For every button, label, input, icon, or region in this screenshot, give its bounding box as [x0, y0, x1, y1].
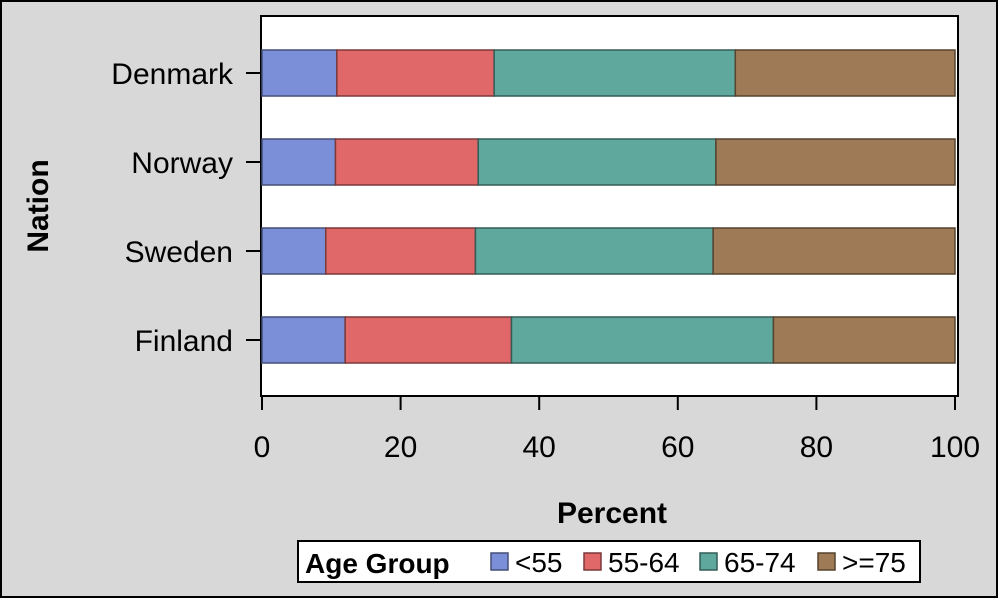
- y-tick-label: Sweden: [125, 236, 233, 269]
- bar-segment: [261, 138, 337, 186]
- x-tick-label: 80: [800, 431, 833, 464]
- bar-segment: [261, 316, 346, 364]
- x-tick-label: 0: [254, 431, 271, 464]
- x-axis-title: Percent: [557, 497, 667, 530]
- bar-segment: [477, 138, 717, 186]
- legend-label: >=75: [842, 547, 906, 578]
- legend-box: [297, 540, 921, 583]
- y-axis: Denmark Norway Sweden Finland: [111, 58, 261, 358]
- legend-swatch: [583, 552, 602, 571]
- legend-label: <55: [515, 547, 563, 578]
- legend: Age Group <55 55-64 65-74 >=75: [297, 540, 921, 583]
- bar-segment: [334, 138, 479, 186]
- legend-items: <55 55-64 65-74 >=75: [490, 547, 906, 578]
- bar-segment: [261, 49, 338, 97]
- legend-swatch: [817, 552, 836, 571]
- x-tick-label: 20: [384, 431, 417, 464]
- legend-title: Age Group: [305, 548, 450, 579]
- y-tick-label: Finland: [135, 325, 233, 358]
- bar-segment: [772, 316, 956, 364]
- x-tick-label: 60: [661, 431, 694, 464]
- legend-label: 65-74: [724, 547, 796, 578]
- bar-segment: [474, 227, 714, 275]
- x-tick-label: 100: [930, 431, 980, 464]
- bars-group: [261, 49, 956, 364]
- bar-segment: [510, 316, 775, 364]
- bar-segment: [715, 138, 956, 186]
- legend-label: 55-64: [608, 547, 680, 578]
- legend-swatch: [490, 552, 509, 571]
- x-tick-label: 40: [523, 431, 556, 464]
- y-tick-label: Norway: [131, 147, 233, 180]
- bar-segment: [261, 227, 327, 275]
- bar-segment: [336, 49, 495, 97]
- y-tick-label: Denmark: [111, 58, 234, 91]
- x-axis: 0 20 40 60 80 100: [254, 396, 980, 464]
- y-axis-title: Nation: [22, 159, 55, 252]
- bar-segment: [344, 316, 513, 364]
- legend-swatch: [699, 552, 718, 571]
- bar-segment: [493, 49, 737, 97]
- bar-segment: [734, 49, 956, 97]
- bar-segment: [712, 227, 956, 275]
- bar-segment: [325, 227, 477, 275]
